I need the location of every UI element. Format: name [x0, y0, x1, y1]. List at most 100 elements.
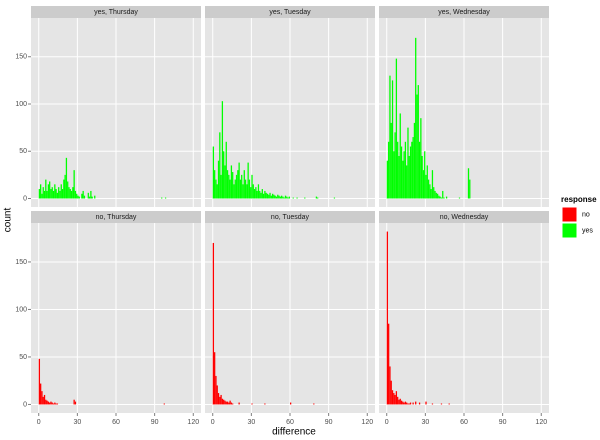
- bar: [230, 402, 233, 405]
- x-tick-label: 60: [286, 419, 294, 426]
- bar: [388, 323, 390, 405]
- bar: [390, 122, 392, 199]
- legend-label: no: [582, 211, 590, 218]
- y-tick-label: 100: [15, 306, 27, 313]
- bar: [411, 141, 413, 199]
- bar: [469, 179, 471, 199]
- bar: [290, 402, 292, 405]
- bar: [91, 196, 93, 199]
- bar: [234, 179, 236, 199]
- bar: [431, 403, 434, 405]
- strip-title: no, Wednesday: [440, 214, 489, 221]
- strip: [31, 211, 201, 223]
- bar: [38, 358, 41, 405]
- bar: [219, 396, 221, 405]
- bar: [56, 192, 59, 199]
- bar: [49, 402, 51, 405]
- bar: [279, 196, 281, 199]
- bar: [391, 80, 394, 199]
- bar: [214, 170, 216, 199]
- bar: [64, 174, 66, 199]
- bar: [215, 375, 217, 405]
- x-tick-label: 90: [499, 419, 507, 426]
- bar: [42, 187, 44, 199]
- bar: [233, 184, 235, 199]
- strip: [379, 211, 549, 223]
- bar: [389, 366, 391, 405]
- bar: [250, 187, 252, 199]
- bar: [388, 141, 390, 199]
- y-tick-label: 150: [15, 54, 27, 61]
- bar: [406, 165, 408, 199]
- bar: [304, 197, 306, 199]
- bar: [54, 184, 56, 199]
- x-tick-label: 30: [73, 419, 81, 426]
- bar: [433, 187, 435, 199]
- bar: [415, 37, 417, 199]
- bar: [212, 242, 215, 405]
- bar: [283, 197, 285, 199]
- bar: [287, 197, 289, 199]
- bar: [440, 403, 443, 405]
- bar: [286, 196, 288, 199]
- bar: [408, 155, 410, 199]
- bar: [402, 160, 404, 199]
- bar: [412, 137, 414, 199]
- bar: [429, 184, 431, 199]
- bar: [443, 197, 445, 199]
- bar: [76, 193, 78, 199]
- bar: [260, 192, 262, 199]
- bar: [217, 393, 220, 405]
- bar: [420, 118, 422, 199]
- bar: [421, 155, 423, 199]
- bar: [244, 179, 247, 199]
- bar: [221, 101, 224, 199]
- x-tick-label: 0: [37, 419, 41, 426]
- bar: [217, 160, 220, 199]
- legend-key: [561, 206, 578, 223]
- bar: [442, 190, 444, 199]
- strip: [379, 6, 549, 18]
- bar: [40, 383, 42, 405]
- bar: [68, 187, 70, 199]
- bar: [224, 165, 226, 199]
- bar: [226, 401, 229, 405]
- bar: [448, 403, 450, 405]
- bar: [412, 402, 414, 405]
- bar: [50, 401, 52, 405]
- bar: [67, 181, 69, 199]
- x-tick-label: 0: [211, 419, 215, 426]
- bar: [413, 122, 416, 199]
- bar: [252, 184, 254, 199]
- bar: [161, 197, 163, 199]
- bar: [288, 196, 290, 199]
- bar: [90, 190, 92, 199]
- x-tick-label: 30: [421, 419, 429, 426]
- bar: [265, 192, 267, 199]
- bar: [47, 184, 50, 199]
- bar: [395, 391, 398, 405]
- bar: [81, 193, 83, 199]
- bar: [418, 141, 421, 199]
- bar: [163, 403, 165, 405]
- bar: [391, 390, 394, 405]
- y-tick-label: 50: [19, 354, 27, 361]
- bar: [41, 193, 43, 199]
- legend-label: yes: [582, 227, 593, 234]
- x-axis-label: difference: [272, 427, 316, 438]
- bar: [315, 196, 318, 199]
- x-tick-label: 120: [535, 419, 547, 426]
- y-tick-label: 0: [23, 195, 27, 202]
- bar: [415, 401, 417, 405]
- bar: [229, 179, 231, 199]
- bar: [50, 189, 52, 199]
- y-tick-label: 0: [23, 401, 27, 408]
- bar: [280, 195, 283, 199]
- bar: [61, 189, 64, 199]
- bar: [274, 195, 276, 199]
- x-tick-label: 90: [325, 419, 333, 426]
- bar: [238, 162, 240, 199]
- bar: [264, 403, 266, 405]
- x-tick-label: 60: [460, 419, 468, 426]
